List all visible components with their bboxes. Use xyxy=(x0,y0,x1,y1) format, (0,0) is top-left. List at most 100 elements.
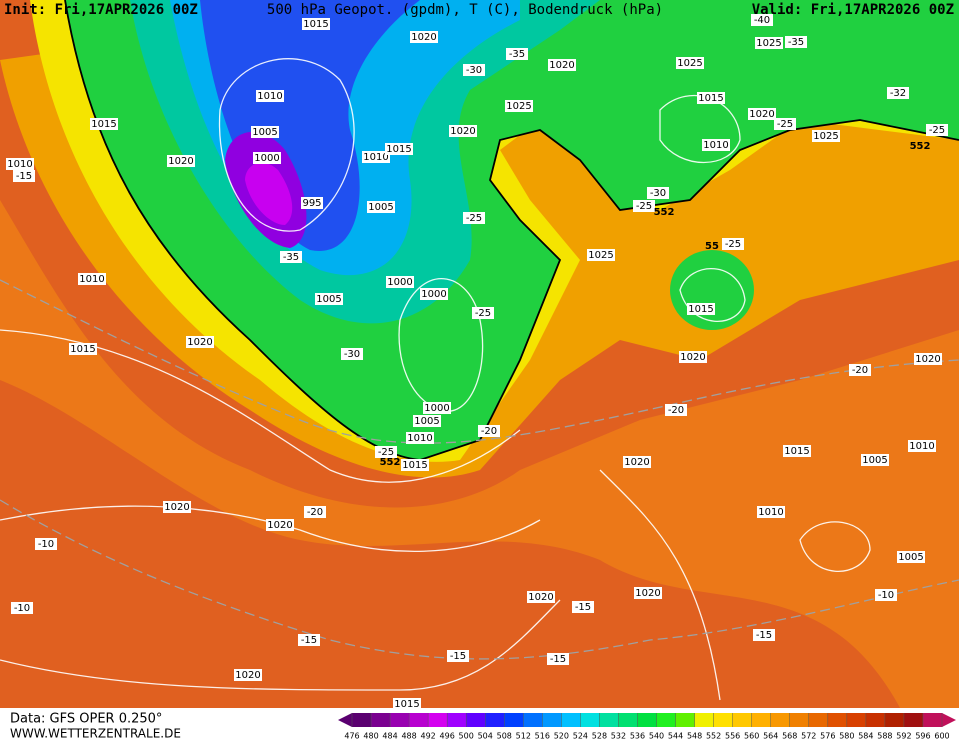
isobar-label: 1020 xyxy=(915,354,940,365)
isobar-label: 1025 xyxy=(756,38,781,49)
geopotential-label: 552 xyxy=(380,457,401,468)
isobar-label-box xyxy=(748,108,776,120)
colorbar-tick-label: 532 xyxy=(611,732,626,741)
isobar-label-box xyxy=(256,90,284,102)
isobar-label: 1020 xyxy=(164,502,189,513)
isobar xyxy=(679,268,746,322)
isobar-label: 1005 xyxy=(862,455,887,466)
isobar-label: 1020 xyxy=(450,126,475,137)
isobar-label-box xyxy=(406,432,434,444)
temperature-label: -25 xyxy=(777,119,793,130)
isobar-label-box xyxy=(186,336,214,348)
temperature-label-box xyxy=(785,36,807,48)
isobar-label-box xyxy=(69,343,97,355)
isobar-label-box xyxy=(90,118,118,130)
isobar-label-box xyxy=(755,37,783,49)
temperature-label-box xyxy=(472,307,494,319)
colorbar-tick-label: 528 xyxy=(592,732,607,741)
isobar-label-box xyxy=(908,440,936,452)
colorbar-tick-label: 544 xyxy=(668,732,683,741)
isobar-label: 1020 xyxy=(168,156,193,167)
isobar-label: 1010 xyxy=(257,91,282,102)
colorbar-cell xyxy=(827,713,848,727)
colorbar-cell xyxy=(618,713,638,727)
isobar-label-box xyxy=(914,353,942,365)
temperature-label: -25 xyxy=(929,125,945,136)
isobar-label-box xyxy=(410,31,438,43)
field-green-low xyxy=(670,250,754,330)
colorbar-cell xyxy=(485,713,505,727)
temperature-label-box xyxy=(447,650,469,662)
colorbar-tick-label: 588 xyxy=(877,732,892,741)
isobar-label: 1015 xyxy=(698,93,723,104)
colorbar-tick-label: 600 xyxy=(934,732,949,741)
colorbar-cell xyxy=(884,713,905,727)
isobar-label: 1015 xyxy=(386,144,411,155)
colorbar-tick-label: 484 xyxy=(382,732,397,741)
temperature-label: -25 xyxy=(475,308,491,319)
isobar-label-box xyxy=(420,288,448,300)
temperature-label-box xyxy=(774,118,796,130)
isobar-label: 1010 xyxy=(703,140,728,151)
colorbar-tick-label: 556 xyxy=(725,732,740,741)
isobar-label: 1010 xyxy=(79,274,104,285)
isobar-label-box xyxy=(385,143,413,155)
isobar xyxy=(218,58,355,232)
temperature-label-box xyxy=(375,446,397,458)
isobar-label: 1015 xyxy=(688,304,713,315)
temperature-label: -20 xyxy=(307,507,323,518)
colorbar-cell xyxy=(447,713,467,727)
colorbar-tick-label: 488 xyxy=(401,732,416,741)
colorbar-tick-label: 508 xyxy=(497,732,512,741)
isobar-label: 1020 xyxy=(267,520,292,531)
temperature-label: -35 xyxy=(283,252,299,263)
isobar-label-box xyxy=(401,459,429,471)
isobar-label: 1010 xyxy=(909,441,934,452)
isobar-label: 1025 xyxy=(588,250,613,261)
website: WWW.WETTERZENTRALE.DE xyxy=(10,727,181,741)
isobar-label: 1010 xyxy=(758,507,783,518)
temperature-label-box xyxy=(35,538,57,550)
isobar-label: 1000 xyxy=(424,403,449,414)
isobar-label-box xyxy=(367,201,395,213)
isobar-label: 1020 xyxy=(749,109,774,120)
isobar-label-box xyxy=(315,293,343,305)
isobar-label-box xyxy=(687,303,715,315)
isotherm xyxy=(0,499,959,660)
isobar-label: 1005 xyxy=(252,127,277,138)
colorbar-cell xyxy=(732,713,753,727)
isobar-label: 1015 xyxy=(303,19,328,30)
isobar-label-box xyxy=(234,669,262,681)
isobar-label: 1020 xyxy=(549,60,574,71)
isobar-label-box xyxy=(393,698,421,710)
temperature-label: -35 xyxy=(509,49,525,60)
colorbar-cell xyxy=(561,713,581,727)
isobar-label: 1005 xyxy=(898,552,923,563)
isobar xyxy=(799,521,871,572)
temperature-label-box xyxy=(572,601,594,613)
temperature-label-box xyxy=(298,634,320,646)
isobar xyxy=(0,329,521,483)
colorbar-tick-label: 564 xyxy=(763,732,778,741)
temperature-label-box xyxy=(926,124,948,136)
init-time: Init: Fri,17APR2026 00Z xyxy=(4,2,198,18)
colorbar-cell xyxy=(865,713,886,727)
map-title: 500 hPa Geopot. (gpdm), T (C), Bodendruc… xyxy=(267,2,663,18)
temperature-label-box xyxy=(753,629,775,641)
isobar-label-box xyxy=(897,551,925,563)
colorbar-tick-label: 496 xyxy=(440,732,455,741)
temperature-label-box xyxy=(506,48,528,60)
colorbar-cell xyxy=(409,713,429,727)
temperature-label: -30 xyxy=(650,188,666,199)
temperature-label: -35 xyxy=(788,37,804,48)
isobar-label-box xyxy=(697,92,725,104)
temperature-label-box xyxy=(647,187,669,199)
temperature-label-box xyxy=(547,653,569,665)
isobar xyxy=(0,505,541,553)
field-orange xyxy=(0,200,959,708)
isobar-label: 1005 xyxy=(368,202,393,213)
isobar-label-box xyxy=(78,273,106,285)
temperature-label-box xyxy=(463,64,485,76)
colorbar-cell xyxy=(846,713,867,727)
